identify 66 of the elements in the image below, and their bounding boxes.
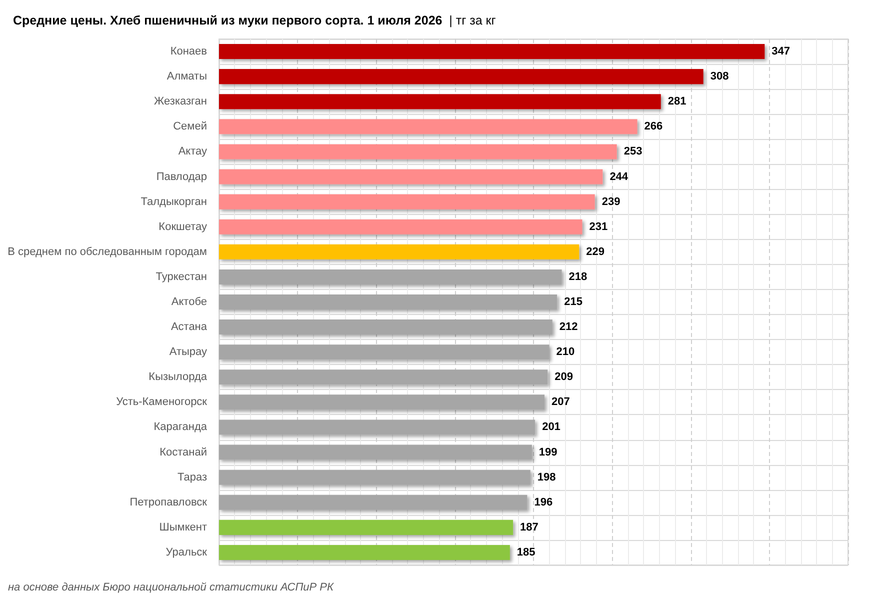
y-tick-label: Актау (178, 146, 208, 158)
bar (219, 470, 530, 485)
bar (219, 444, 532, 460)
y-tick-label: Кызылорда (148, 371, 208, 384)
y-tick-label: Петропавловск (130, 496, 208, 508)
bar (219, 544, 510, 560)
data-label: 215 (564, 296, 582, 308)
bar (219, 119, 638, 134)
data-label: 210 (556, 346, 575, 358)
data-label: 212 (559, 321, 578, 334)
data-label: 231 (589, 220, 608, 233)
bar (219, 269, 562, 284)
y-tick-label: Павлодар (156, 170, 207, 183)
data-label: 187 (520, 521, 538, 534)
y-tick-label: Конаев (170, 46, 208, 58)
y-tick-label: Кокшетау (158, 220, 208, 233)
bar (219, 194, 595, 210)
data-label: 266 (644, 120, 663, 133)
data-label: 199 (538, 446, 558, 458)
data-label: 308 (710, 70, 729, 83)
y-tick-label: Уральск (166, 546, 208, 558)
y-tick-label: В среднем по обследованным городам (8, 246, 207, 258)
chart-title: Средние цены. Хлеб пшеничный из муки первого сорта. 1 июля 2026 (13, 14, 442, 28)
data-label: 185 (516, 546, 536, 558)
data-label: 347 (772, 46, 790, 58)
data-label: 253 (624, 146, 642, 158)
y-tick-label: Талдыкорган (140, 196, 207, 208)
bar (219, 44, 765, 60)
data-label: 244 (610, 170, 629, 183)
bar (219, 370, 548, 385)
y-tick-label: Костанай (160, 446, 207, 458)
bar (219, 344, 550, 360)
bar (219, 294, 558, 310)
bar (219, 169, 603, 184)
bar (219, 320, 552, 335)
y-tick-label: Шымкент (159, 521, 207, 534)
y-tick-label: Усть-Каменогорск (116, 396, 208, 408)
text: на основе данных Бюро национальной статистики АСПиР РК (8, 582, 334, 594)
bar (219, 69, 704, 84)
data-label: 239 (602, 196, 620, 208)
bar (219, 394, 545, 410)
y-tick-label: Туркестан (156, 270, 207, 283)
y-tick-label: Астана (170, 321, 208, 334)
data-label: 281 (668, 96, 686, 108)
y-tick-label: Актобе (171, 296, 207, 308)
y-tick-label: Алматы (166, 70, 208, 83)
y-tick-label: Семей (173, 120, 207, 133)
chart-subtitle: | тг за кг (442, 14, 496, 28)
y-tick-label: Атырау (169, 346, 208, 358)
data-label: 209 (554, 371, 574, 384)
data-label: 201 (542, 421, 560, 434)
data-label: 218 (568, 270, 588, 283)
bar (219, 144, 617, 160)
bar (219, 420, 536, 435)
bar (219, 219, 582, 234)
data-label: 196 (534, 496, 553, 508)
data-label: 198 (537, 471, 556, 484)
y-tick-label: Жезказган (154, 96, 207, 108)
y-tick-label: Тараз (178, 471, 207, 484)
bar (219, 494, 528, 510)
bar (219, 520, 514, 535)
bar (219, 94, 661, 110)
data-label: 207 (552, 396, 570, 408)
bar (219, 244, 580, 260)
y-tick-label: Караганда (154, 421, 208, 434)
data-label: 229 (586, 246, 604, 258)
